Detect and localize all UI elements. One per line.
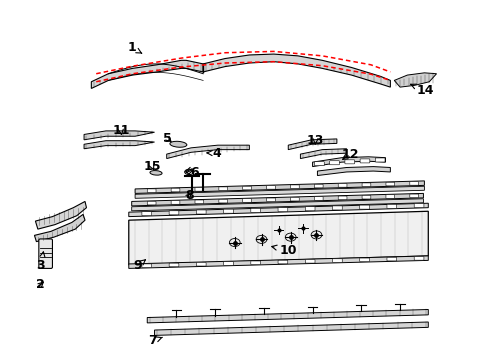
Polygon shape — [300, 149, 346, 158]
FancyBboxPatch shape — [242, 186, 251, 190]
Polygon shape — [34, 215, 85, 242]
FancyBboxPatch shape — [413, 203, 423, 207]
Polygon shape — [317, 167, 389, 176]
FancyBboxPatch shape — [278, 260, 287, 264]
FancyBboxPatch shape — [305, 207, 314, 211]
Text: 8: 8 — [185, 189, 193, 202]
FancyBboxPatch shape — [223, 262, 233, 265]
FancyBboxPatch shape — [344, 160, 354, 164]
FancyBboxPatch shape — [314, 197, 323, 200]
Polygon shape — [147, 310, 427, 323]
Polygon shape — [154, 322, 427, 336]
Text: 6: 6 — [186, 166, 198, 179]
Text: 10: 10 — [271, 244, 296, 257]
FancyBboxPatch shape — [359, 159, 369, 163]
FancyBboxPatch shape — [169, 211, 179, 215]
FancyBboxPatch shape — [332, 206, 342, 210]
FancyBboxPatch shape — [290, 185, 299, 189]
FancyBboxPatch shape — [361, 195, 370, 199]
FancyBboxPatch shape — [314, 162, 324, 166]
FancyBboxPatch shape — [359, 258, 369, 262]
FancyBboxPatch shape — [314, 184, 323, 188]
FancyBboxPatch shape — [329, 161, 339, 165]
Ellipse shape — [150, 171, 162, 175]
Polygon shape — [131, 193, 423, 206]
FancyBboxPatch shape — [409, 181, 418, 185]
FancyBboxPatch shape — [219, 199, 227, 203]
Polygon shape — [203, 54, 389, 87]
FancyBboxPatch shape — [290, 197, 299, 201]
Text: 11: 11 — [112, 125, 129, 138]
FancyBboxPatch shape — [266, 198, 275, 202]
FancyBboxPatch shape — [385, 195, 394, 198]
Text: 3: 3 — [36, 252, 45, 272]
Polygon shape — [91, 60, 203, 89]
Polygon shape — [312, 157, 385, 167]
Text: 2: 2 — [36, 278, 45, 291]
Polygon shape — [131, 199, 423, 211]
FancyBboxPatch shape — [409, 194, 418, 198]
Polygon shape — [393, 73, 436, 87]
FancyBboxPatch shape — [223, 209, 233, 213]
FancyBboxPatch shape — [359, 205, 369, 209]
FancyBboxPatch shape — [338, 184, 346, 187]
FancyBboxPatch shape — [142, 212, 151, 216]
Polygon shape — [84, 131, 154, 140]
FancyBboxPatch shape — [338, 196, 346, 200]
Polygon shape — [128, 211, 427, 265]
FancyBboxPatch shape — [385, 182, 394, 186]
FancyBboxPatch shape — [147, 201, 156, 205]
FancyBboxPatch shape — [219, 187, 227, 190]
FancyBboxPatch shape — [250, 208, 260, 212]
FancyBboxPatch shape — [171, 201, 180, 204]
Text: 5: 5 — [163, 132, 171, 145]
Text: 14: 14 — [410, 84, 433, 97]
FancyBboxPatch shape — [142, 264, 151, 267]
Text: 4: 4 — [206, 147, 221, 160]
Polygon shape — [287, 139, 336, 150]
FancyBboxPatch shape — [169, 263, 179, 267]
FancyBboxPatch shape — [361, 183, 370, 186]
Polygon shape — [135, 181, 424, 193]
Text: 13: 13 — [306, 134, 324, 147]
FancyBboxPatch shape — [195, 200, 203, 203]
Polygon shape — [35, 202, 86, 229]
FancyBboxPatch shape — [386, 257, 396, 261]
FancyBboxPatch shape — [196, 210, 205, 214]
Text: 1: 1 — [127, 41, 142, 54]
Ellipse shape — [169, 141, 186, 147]
FancyBboxPatch shape — [374, 158, 384, 162]
Text: 7: 7 — [148, 334, 162, 347]
FancyBboxPatch shape — [266, 186, 275, 189]
FancyBboxPatch shape — [242, 199, 251, 202]
FancyBboxPatch shape — [250, 261, 260, 265]
Polygon shape — [128, 256, 427, 269]
FancyBboxPatch shape — [196, 262, 205, 266]
Text: 12: 12 — [341, 148, 359, 161]
FancyBboxPatch shape — [278, 207, 287, 212]
FancyBboxPatch shape — [305, 260, 314, 263]
FancyBboxPatch shape — [386, 204, 396, 208]
Polygon shape — [84, 141, 154, 149]
FancyBboxPatch shape — [332, 259, 342, 262]
Polygon shape — [135, 186, 424, 198]
Polygon shape — [128, 203, 427, 217]
FancyBboxPatch shape — [147, 189, 156, 193]
Text: 9: 9 — [133, 259, 145, 272]
FancyBboxPatch shape — [39, 239, 52, 269]
FancyBboxPatch shape — [195, 188, 203, 191]
FancyBboxPatch shape — [171, 188, 180, 192]
Polygon shape — [166, 145, 249, 158]
Text: 15: 15 — [143, 160, 161, 173]
FancyBboxPatch shape — [413, 257, 423, 260]
